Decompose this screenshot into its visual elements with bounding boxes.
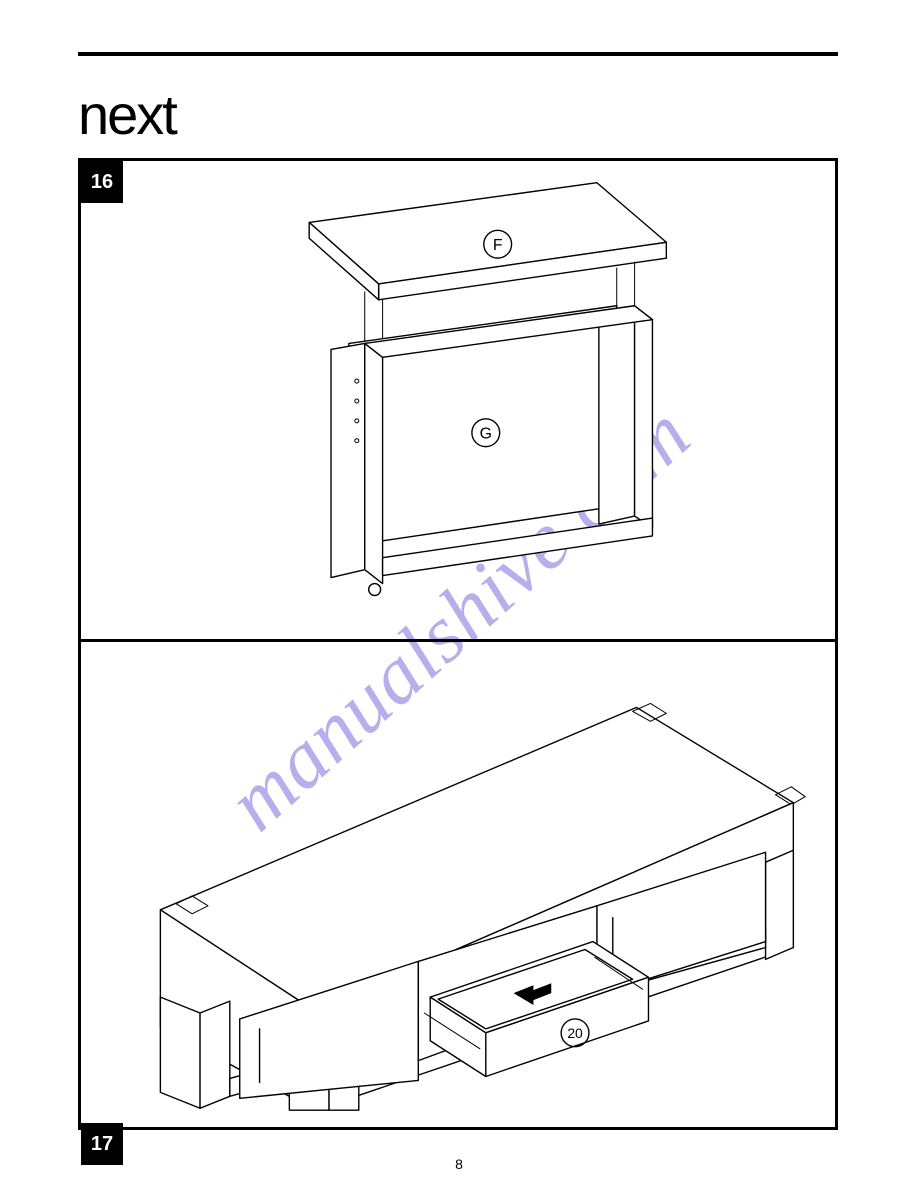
top-rule bbox=[78, 52, 838, 56]
callout-20: 20 bbox=[567, 1025, 583, 1041]
step-panel-1: 16 F bbox=[81, 161, 835, 639]
step-panel-2: 17 bbox=[81, 642, 835, 1130]
step1-diagram: F bbox=[81, 161, 835, 639]
step2-diagram: 20 bbox=[81, 642, 835, 1130]
page-number: 8 bbox=[455, 1156, 463, 1172]
label-F: F bbox=[493, 237, 503, 254]
instruction-frame: 16 F bbox=[78, 158, 838, 1130]
step-number: 17 bbox=[91, 1133, 113, 1156]
label-G: G bbox=[480, 426, 492, 443]
tv-unit: 20 bbox=[160, 703, 805, 1110]
top-panel-F: F bbox=[309, 183, 666, 300]
page: next manualshive.com 16 F bbox=[0, 0, 918, 1188]
lower-panel-G: G bbox=[331, 306, 652, 596]
brand-logo: next bbox=[78, 82, 176, 147]
